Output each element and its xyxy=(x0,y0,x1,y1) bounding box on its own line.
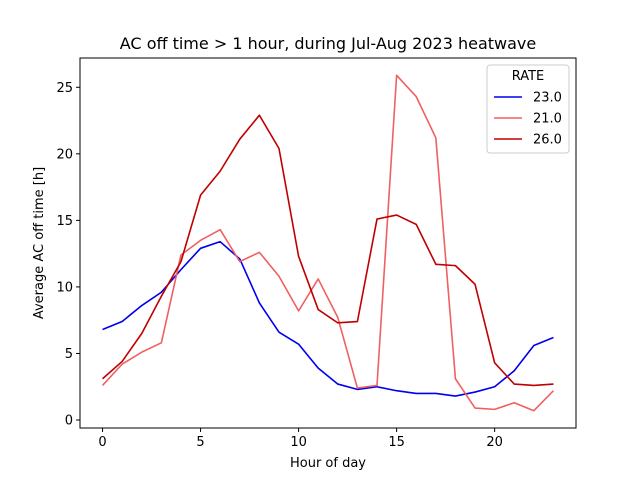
legend-entry-label: 26.0 xyxy=(533,133,562,148)
x-tick-label: 5 xyxy=(196,435,204,450)
y-axis-label: Average AC off time [h] xyxy=(32,167,47,319)
legend-title: RATE xyxy=(512,69,545,84)
y-tick-label: 20 xyxy=(56,147,73,162)
x-tick-label: 0 xyxy=(98,435,106,450)
x-tick-label: 10 xyxy=(290,435,307,450)
y-tick-label: 5 xyxy=(65,347,73,362)
chart-title: AC off time > 1 hour, during Jul-Aug 202… xyxy=(120,34,536,53)
legend: RATE 23.0 21.0 26.0 xyxy=(486,64,570,154)
series-lines xyxy=(101,74,555,412)
y-tick-label: 15 xyxy=(56,214,73,229)
y-tick-label: 10 xyxy=(56,280,73,295)
legend-entry-label: 21.0 xyxy=(533,112,562,127)
x-tick-label: 20 xyxy=(486,435,503,450)
series-line-23.0 xyxy=(102,240,554,397)
plot-frame xyxy=(79,57,577,429)
y-tick-label: 25 xyxy=(56,81,73,96)
x-axis-label: Hour of day xyxy=(290,456,366,471)
legend-box xyxy=(486,64,570,154)
y-tick-label: 0 xyxy=(65,414,73,429)
axis-ticks: 0 5 10 15 20 0 5 10 15 20 25 xyxy=(56,81,502,450)
legend-entry-label: 23.0 xyxy=(533,91,562,106)
x-tick-label: 15 xyxy=(388,435,405,450)
series-line-21.0 xyxy=(101,74,555,412)
series-line-26.0 xyxy=(102,114,554,387)
